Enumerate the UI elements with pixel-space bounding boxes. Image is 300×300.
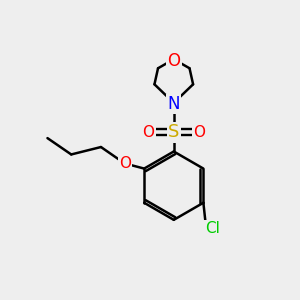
Text: S: S (168, 123, 179, 141)
Text: O: O (142, 125, 154, 140)
Text: Cl: Cl (205, 221, 220, 236)
Text: O: O (193, 125, 205, 140)
Text: O: O (119, 156, 131, 171)
Text: N: N (167, 95, 180, 113)
Text: O: O (167, 52, 180, 70)
